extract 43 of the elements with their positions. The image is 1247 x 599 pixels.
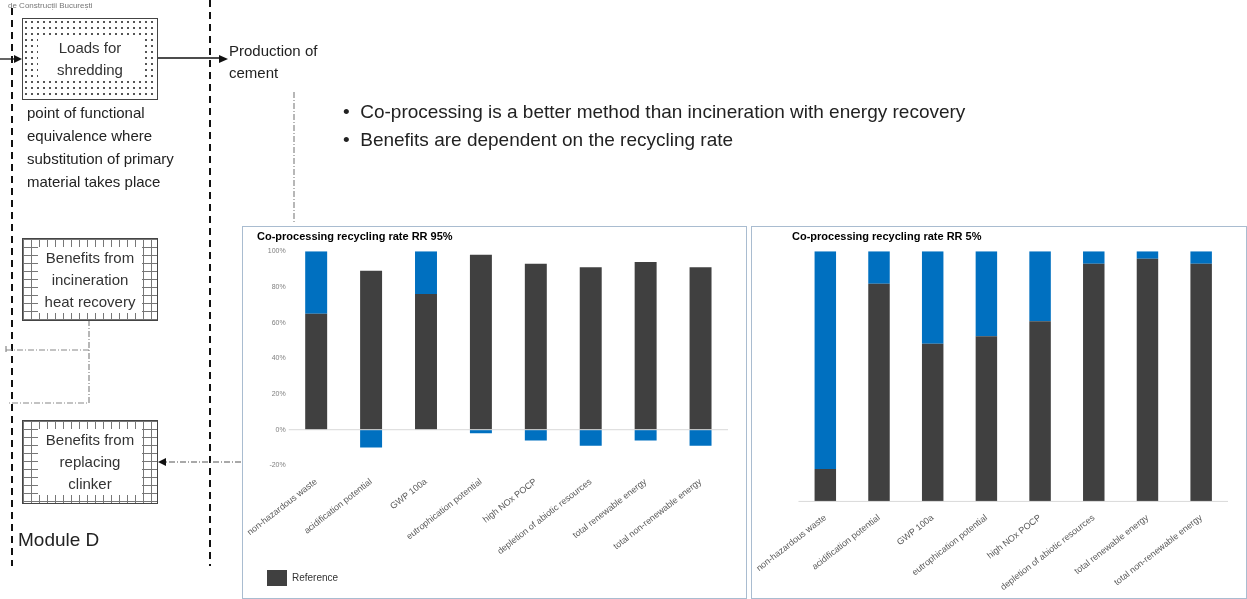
bar xyxy=(868,251,890,284)
bar xyxy=(921,251,944,344)
chart-title: Co-processing recycling rate RR 5% xyxy=(792,229,982,242)
bar xyxy=(579,267,602,430)
bar xyxy=(360,270,383,430)
hatched-box: Benefits from replacing clinker xyxy=(22,420,158,504)
text: • Benefits are dependent on the recycling rate xyxy=(343,128,735,152)
text: Production of cement xyxy=(229,41,319,83)
chart-title: Co-processing recycling rate RR 95% xyxy=(257,229,453,242)
bar xyxy=(415,251,437,295)
bar xyxy=(975,336,998,502)
bar xyxy=(305,251,328,314)
bar xyxy=(689,429,712,446)
legend-label: Reference xyxy=(292,571,339,583)
bar xyxy=(1083,263,1105,502)
bar xyxy=(1083,251,1105,264)
bar xyxy=(524,263,547,430)
bar xyxy=(1136,258,1159,502)
dotted-box: Loads for shredding xyxy=(22,18,158,100)
bar xyxy=(634,429,657,441)
bar xyxy=(975,251,998,337)
text: de Construcții București xyxy=(8,1,93,10)
text: Module D xyxy=(18,529,100,551)
bar xyxy=(814,251,837,469)
bar xyxy=(305,313,328,430)
bar xyxy=(689,267,712,430)
bar xyxy=(814,468,837,502)
bar xyxy=(1190,251,1212,264)
bar xyxy=(469,254,492,430)
text: point of functional equivalence where substitution of primary material takes place xyxy=(27,103,175,192)
bar xyxy=(1029,321,1051,502)
bar xyxy=(921,343,944,502)
bar xyxy=(1136,251,1159,259)
bar xyxy=(360,429,383,448)
bar xyxy=(415,294,437,430)
bar xyxy=(868,283,890,502)
bar xyxy=(579,429,602,446)
hatched-box: Benefits from incineration heat recovery xyxy=(22,238,158,321)
bar xyxy=(1190,263,1212,502)
bar xyxy=(634,261,657,430)
text: • Co-processing is a better method than incineration with energy recovery xyxy=(343,100,966,124)
bar xyxy=(1029,251,1051,322)
bar xyxy=(524,429,547,441)
